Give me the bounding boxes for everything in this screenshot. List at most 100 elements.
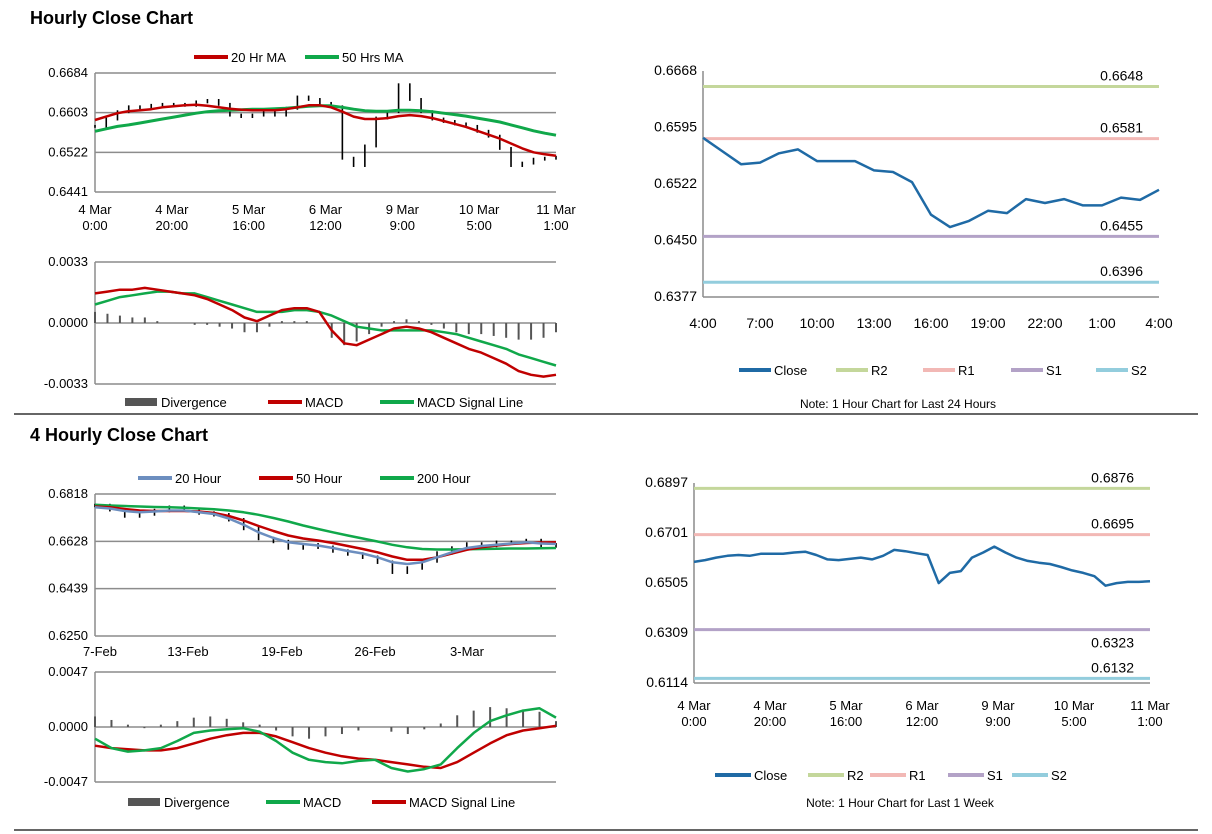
- four-hourly-levels-r2-level-label: 0.6876: [1091, 469, 1134, 485]
- hourly-price-xtick-label: 11 Mar: [536, 202, 576, 217]
- hourly-macd-ytick-label: 0.0000: [48, 315, 88, 330]
- legend-50-hour-label: 50 Hour: [296, 471, 343, 486]
- four-hourly-price-xtick-label: 19-Feb: [261, 644, 302, 659]
- hourly-levels-xtick-label: 10:00: [799, 315, 834, 331]
- hourly-levels-ytick-label: 0.6377: [654, 288, 697, 304]
- hourly-price-xtick-label: 5 Mar: [232, 202, 266, 217]
- hourly-macd-line: [94, 286, 557, 378]
- four-hourly-levels-xtick-label: 5:00: [1061, 714, 1086, 729]
- four-hourly-20hr-line: [94, 505, 557, 566]
- hourly-levels-xtick-label: 13:00: [856, 315, 891, 331]
- hourly-levels-r1-level-label: 0.6581: [1100, 120, 1143, 136]
- four-hourly-levels-ytick-label: 0.6309: [645, 624, 688, 640]
- hourly-levels-s1-level-label: 0.6455: [1100, 217, 1143, 233]
- legend-hourly-macd-label: MACD: [305, 395, 343, 410]
- four-hourly-macd-signal-line: [94, 724, 557, 770]
- four-hourly-levels-ytick-label: 0.6701: [645, 524, 688, 540]
- legend-hourly-macd-signal-label: MACD Signal Line: [417, 395, 523, 410]
- legend-hourly-levels-s1-label: S1: [1046, 363, 1062, 378]
- four-hourly-levels-xtick-label: 16:00: [830, 714, 863, 729]
- hourly-price-xtick-label: 20:00: [156, 218, 189, 233]
- legend-200-hour-label: 200 Hour: [417, 471, 471, 486]
- legend-20hr-ma-label: 20 Hr MA: [231, 50, 286, 65]
- four-hourly-levels-xtick-label: 4 Mar: [677, 698, 711, 713]
- four-hourly-levels-s1-level-label: 0.6323: [1091, 635, 1134, 651]
- four-hourly-levels-xtick-label: 5 Mar: [829, 698, 863, 713]
- four-hourly-200hr-line: [94, 503, 557, 551]
- four-hourly-levels-xtick-label: 10 Mar: [1054, 698, 1095, 713]
- hourly-20hr-ma-line: [94, 103, 557, 158]
- legend-four-hourly-levels-s2-label: S2: [1051, 768, 1067, 783]
- four-hourly-section-title: 4 Hourly Close Chart: [30, 425, 209, 445]
- legend-hourly-divergence-label: Divergence: [161, 395, 227, 410]
- hourly-levels-xtick-label: 7:00: [746, 315, 773, 331]
- four-hourly-price-ytick-label: 0.6818: [48, 486, 88, 501]
- hourly-levels-ytick-label: 0.6595: [654, 119, 697, 135]
- legend-four-hourly-macd-label: MACD: [303, 795, 341, 810]
- hourly-levels-close-line: [702, 136, 1160, 229]
- legend-four-hourly-divergence-label: Divergence: [164, 795, 230, 810]
- hourly-section-title: Hourly Close Chart: [30, 8, 194, 28]
- four-hourly-50hr-line: [94, 505, 557, 562]
- hourly-levels-ytick-label: 0.6668: [654, 62, 697, 78]
- hourly-levels-xtick-label: 4:00: [1145, 315, 1172, 331]
- hourly-levels-xtick-label: 16:00: [913, 315, 948, 331]
- legend-hourly-levels-r2-label: R2: [871, 363, 888, 378]
- four-hourly-levels-xtick-label: 11 Mar: [1130, 698, 1170, 713]
- four-hourly-macd-ytick-label: 0.0047: [48, 664, 88, 679]
- hourly-price-xtick-label: 12:00: [309, 218, 342, 233]
- four-hourly-macd-line: [94, 707, 557, 773]
- legend-20-hour-label: 20 Hour: [175, 471, 222, 486]
- four-hourly-levels-xtick-label: 6 Mar: [905, 698, 939, 713]
- hourly-levels-xtick-label: 22:00: [1027, 315, 1062, 331]
- hourly-price-xtick-label: 4 Mar: [78, 202, 112, 217]
- hourly-price-ytick-label: 0.6603: [48, 105, 88, 120]
- hourly-macd-ytick-label: -0.0033: [44, 376, 88, 391]
- four-hourly-levels-note: Note: 1 Hour Chart for Last 1 Week: [806, 796, 995, 810]
- bottom-divider: [14, 829, 1198, 831]
- hourly-price-xtick-label: 4 Mar: [155, 202, 189, 217]
- hourly-price-xtick-label: 9:00: [390, 218, 415, 233]
- hourly-50hr-ma-line: [94, 104, 557, 137]
- four-hourly-price-xtick-label: 7-Feb: [83, 644, 117, 659]
- legend-50hrs-ma-label: 50 Hrs MA: [342, 50, 404, 65]
- legend-four-hourly-levels-close-label: Close: [754, 768, 787, 783]
- hourly-levels-xtick-label: 1:00: [1088, 315, 1115, 331]
- hourly-price-xtick-label: 10 Mar: [459, 202, 500, 217]
- hourly-price-ytick-label: 0.6441: [48, 184, 88, 199]
- four-hourly-levels-xtick-label: 0:00: [681, 714, 706, 729]
- hourly-price-xtick-label: 5:00: [467, 218, 492, 233]
- hourly-levels-s2-level-label: 0.6396: [1100, 263, 1143, 279]
- four-hourly-levels-r1-level-label: 0.6695: [1091, 516, 1134, 532]
- hourly-price-xtick-label: 16:00: [232, 218, 265, 233]
- section-divider: [14, 413, 1198, 415]
- hourly-levels-note: Note: 1 Hour Chart for Last 24 Hours: [800, 397, 996, 411]
- hourly-levels-r2-level-label: 0.6648: [1100, 68, 1143, 84]
- four-hourly-price-ytick-label: 0.6628: [48, 533, 88, 548]
- legend-four-hourly-levels-r1-label: R1: [909, 768, 926, 783]
- four-hourly-levels-s2-level-label: 0.6132: [1091, 659, 1134, 675]
- four-hourly-levels-ytick-label: 0.6897: [645, 474, 688, 490]
- hourly-levels-ytick-label: 0.6522: [654, 175, 697, 191]
- legend-hourly-divergence-swatch: [125, 398, 157, 406]
- hourly-levels-xtick-label: 4:00: [689, 315, 716, 331]
- four-hourly-levels-xtick-label: 12:00: [906, 714, 939, 729]
- legend-four-hourly-macd-signal-label: MACD Signal Line: [409, 795, 515, 810]
- legend-hourly-levels-s2-label: S2: [1131, 363, 1147, 378]
- four-hourly-levels-close-line: [693, 545, 1151, 587]
- legend-hourly-levels-r1-label: R1: [958, 363, 975, 378]
- hourly-price-xtick-label: 0:00: [82, 218, 107, 233]
- four-hourly-levels-xtick-label: 9 Mar: [981, 698, 1015, 713]
- hourly-price-xtick-label: 6 Mar: [309, 202, 343, 217]
- four-hourly-price-xtick-label: 13-Feb: [167, 644, 208, 659]
- hourly-price-ytick-label: 0.6684: [48, 65, 88, 80]
- hourly-levels-ytick-label: 0.6450: [654, 232, 697, 248]
- four-hourly-levels-xtick-label: 20:00: [754, 714, 787, 729]
- four-hourly-macd-ytick-label: 0.0000: [48, 719, 88, 734]
- four-hourly-macd-ytick-label: -0.0047: [44, 774, 88, 789]
- hourly-levels-xtick-label: 19:00: [970, 315, 1005, 331]
- four-hourly-price-ytick-label: 0.6250: [48, 628, 88, 643]
- four-hourly-levels-xtick-label: 4 Mar: [753, 698, 787, 713]
- legend-four-hourly-levels-s1-label: S1: [987, 768, 1003, 783]
